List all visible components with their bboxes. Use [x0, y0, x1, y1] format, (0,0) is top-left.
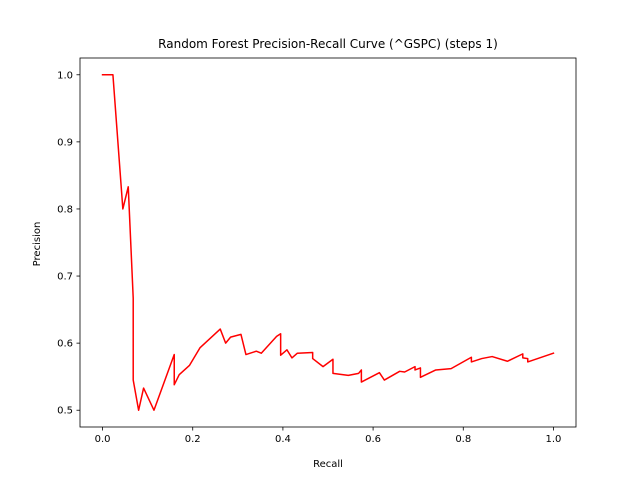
chart-title: Random Forest Precision-Recall Curve (^G…	[158, 37, 498, 51]
y-axis-label: Precision	[32, 222, 43, 267]
x-tick-label: 0.0	[95, 434, 111, 445]
x-tick-label: 1.0	[546, 434, 562, 445]
x-tick-label: 0.6	[365, 434, 381, 445]
y-tick-label: 0.6	[57, 339, 73, 350]
axes-frame	[79, 57, 577, 428]
x-tick-label: 0.8	[455, 434, 471, 445]
x-axis-label: Recall	[313, 459, 343, 470]
x-tick-label: 0.4	[275, 434, 291, 445]
y-tick-label: 1.0	[57, 70, 73, 81]
y-tick-label: 0.8	[57, 204, 73, 215]
y-tick-label: 0.5	[57, 406, 73, 417]
series-line	[101, 74, 555, 411]
y-tick-label: 0.9	[57, 137, 73, 148]
x-tick-label: 0.2	[185, 434, 201, 445]
y-tick-label: 0.7	[57, 272, 73, 283]
x-axis: 0.0 0.2 0.4 0.6 0.8 1.0	[95, 427, 562, 445]
y-axis: 0.5 0.6 0.7 0.8 0.9 1.0	[57, 70, 80, 417]
plot-area	[79, 57, 577, 428]
